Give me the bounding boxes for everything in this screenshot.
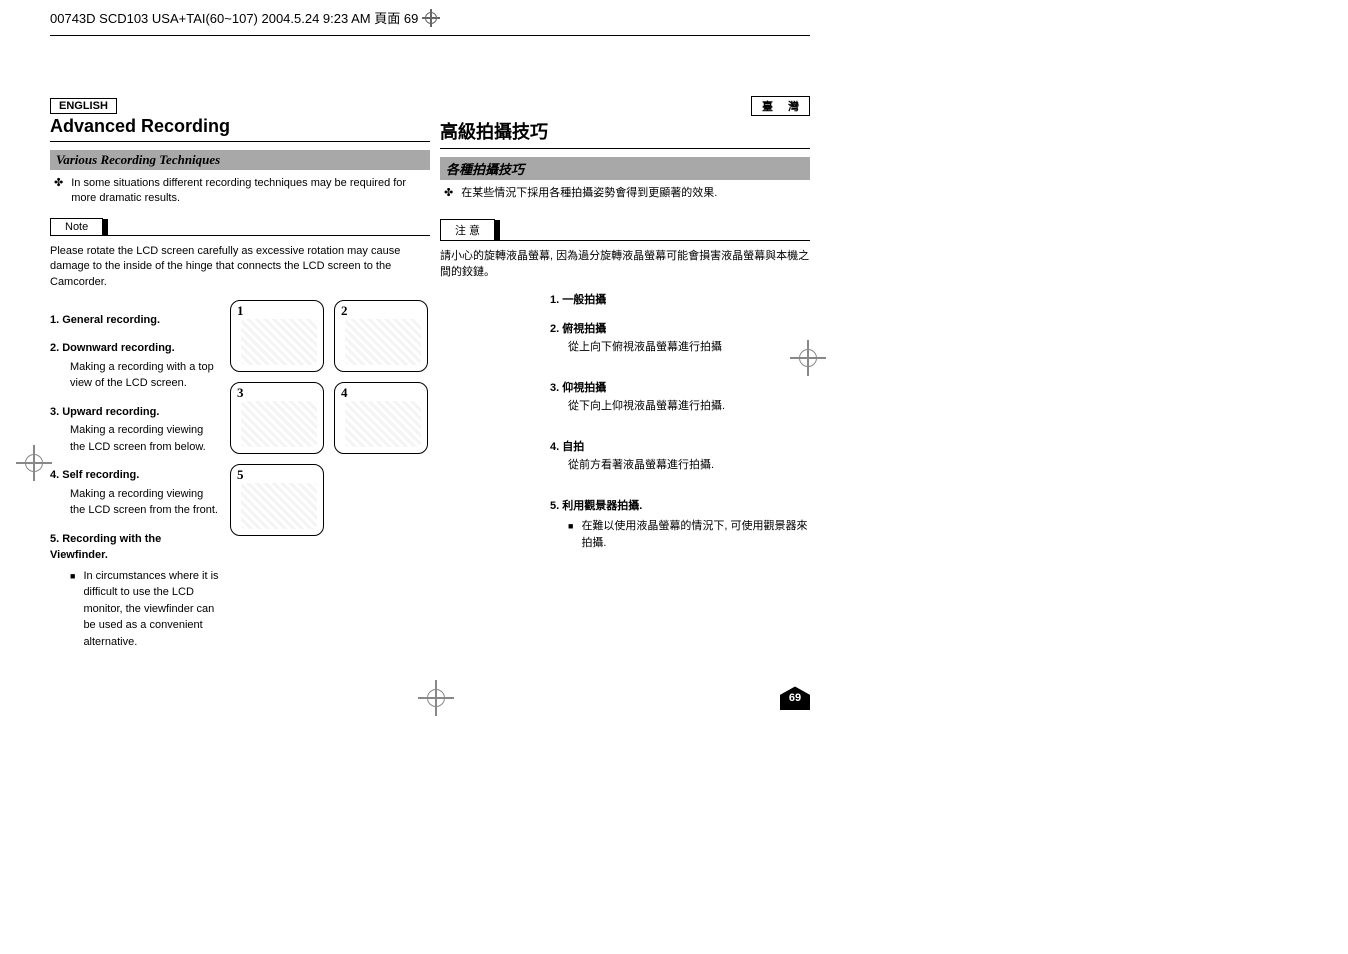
list-item: 4. Self recording. bbox=[50, 467, 220, 484]
note-block-en: Note Please rotate the LCD screen carefu… bbox=[50, 217, 430, 290]
list-item: 5. 利用觀景器拍攝. bbox=[550, 498, 810, 515]
note-text-en: Please rotate the LCD screen carefully a… bbox=[50, 244, 430, 290]
section-title-en: Advanced Recording bbox=[50, 116, 430, 142]
techniques-list-en: 1. General recording. 2. Downward record… bbox=[50, 300, 220, 651]
list-item: 5. Recording with the Viewfinder. bbox=[50, 531, 220, 564]
note-label-zh: 注 意 bbox=[440, 219, 495, 240]
list-item: 3. Upward recording. bbox=[50, 404, 220, 421]
language-badge-en: ENGLISH bbox=[50, 98, 117, 114]
bullet-icon: ✤ bbox=[54, 176, 63, 207]
list-item-sub: ■ 在難以使用液晶螢幕的情況下, 可使用觀景器來拍攝. bbox=[568, 518, 810, 551]
figure-3: 3 bbox=[230, 382, 324, 454]
english-column: ENGLISH Advanced Recording Various Recor… bbox=[50, 96, 430, 650]
figure-1: 1 bbox=[230, 300, 324, 372]
subsection-heading-en: Various Recording Techniques bbox=[50, 150, 430, 170]
language-badge-zh: 臺 灣 bbox=[751, 96, 810, 116]
list-item-sub: ■ In circumstances where it is difficult… bbox=[70, 568, 220, 651]
list-item-body: Making a recording viewing the LCD scree… bbox=[70, 486, 220, 519]
list-item: 1. 一般拍攝 bbox=[550, 292, 810, 309]
list-item-body: 從下向上仰視液晶螢幕進行拍攝. bbox=[568, 398, 810, 415]
list-item: 1. General recording. bbox=[50, 312, 220, 329]
registration-mark-icon bbox=[16, 445, 52, 481]
subsection-heading-zh: 各種拍攝技巧 bbox=[440, 157, 810, 180]
note-block-zh: 注 意 請小心的旋轉液晶螢幕, 因為過分旋轉液晶螢幕可能會損害液晶螢幕與本機之間… bbox=[440, 219, 810, 280]
bullet-icon: ✤ bbox=[444, 186, 453, 201]
page-number-badge: 69 bbox=[780, 686, 810, 710]
figure-4: 4 bbox=[334, 382, 428, 454]
list-item: 4. 自拍 bbox=[550, 439, 810, 456]
square-bullet-icon: ■ bbox=[568, 518, 573, 551]
section-title-zh: 高級拍攝技巧 bbox=[440, 118, 810, 149]
list-item-body: 從前方看著液晶螢幕進行拍攝. bbox=[568, 457, 810, 474]
note-label-en: Note bbox=[50, 218, 103, 235]
list-item-body: Making a recording viewing the LCD scree… bbox=[70, 422, 220, 455]
registration-mark-icon bbox=[418, 680, 454, 716]
list-item: 2. Downward recording. bbox=[50, 340, 220, 357]
techniques-list-zh: 1. 一般拍攝 2. 俯視拍攝 從上向下俯視液晶螢幕進行拍攝 3. 仰視拍攝 從… bbox=[550, 292, 810, 551]
list-item: 2. 俯視拍攝 bbox=[550, 321, 810, 338]
chinese-column: 臺 灣 高級拍攝技巧 各種拍攝技巧 ✤ 在某些情況下採用各種拍攝姿勢會得到更顯著… bbox=[440, 96, 810, 650]
figures-column: 1 2 3 4 5 bbox=[230, 300, 430, 651]
document-header: 00743D SCD103 USA+TAI(60~107) 2004.5.24 … bbox=[50, 0, 810, 36]
header-doc-id: 00743D SCD103 USA+TAI(60~107) 2004.5.24 … bbox=[50, 8, 418, 27]
list-item-body: 從上向下俯視液晶螢幕進行拍攝 bbox=[568, 339, 810, 356]
list-item-body: Making a recording with a top view of th… bbox=[70, 359, 220, 392]
intro-text-en: ✤ In some situations different recording… bbox=[54, 176, 430, 207]
crosshair-icon bbox=[422, 9, 440, 27]
figure-2: 2 bbox=[334, 300, 428, 372]
list-item: 3. 仰視拍攝 bbox=[550, 380, 810, 397]
intro-text-zh: ✤ 在某些情況下採用各種拍攝姿勢會得到更顯著的效果. bbox=[444, 186, 810, 201]
figure-5: 5 bbox=[230, 464, 324, 536]
square-bullet-icon: ■ bbox=[70, 568, 75, 651]
note-text-zh: 請小心的旋轉液晶螢幕, 因為過分旋轉液晶螢幕可能會損害液晶螢幕與本機之間的鉸鏈。 bbox=[440, 249, 810, 280]
